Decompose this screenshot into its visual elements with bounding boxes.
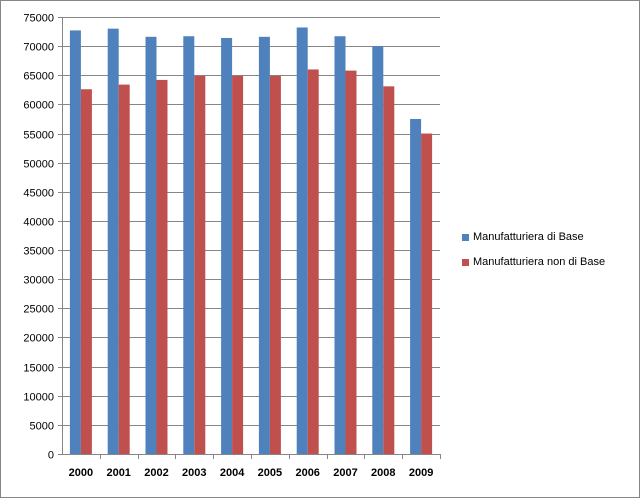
x-tick-label: 2003 [182,467,206,479]
y-tick-label: 65000 [23,71,54,83]
y-tick-label: 40000 [23,217,54,229]
x-tick-label: 2005 [258,467,282,479]
legend-item-series-1: Manufatturiera di Base [462,230,605,244]
bar-1-2007 [334,36,346,455]
y-tick-label: 30000 [23,275,54,287]
y-tick-label: 70000 [23,42,54,54]
y-tick-labels: 0 5000 10000 15000 20000 25000 30000 35000 40000… [23,13,54,462]
bar-1-2004 [221,37,233,454]
x-tick-label: 2008 [371,467,395,479]
y-tick-label: 5000 [30,421,54,433]
y-tick-label: 20000 [23,333,54,345]
y-tick-label: 50000 [23,159,54,171]
y-tick-label: 35000 [23,246,54,258]
bar-2-2005 [269,75,281,454]
x-tick-label: 2009 [409,467,433,479]
bar-1-2008 [372,46,384,455]
x-tick-label: 2000 [69,467,93,479]
x-tick-label: 2001 [106,467,130,479]
y-tick-label: 15000 [23,363,54,375]
bar-1-2005 [258,36,270,454]
y-tick-label: 10000 [23,392,54,404]
x-tick-label: 2007 [333,467,357,479]
legend-swatch-series-2 [462,258,469,266]
y-tick-label: 75000 [23,13,54,25]
bar-2-2006 [307,69,319,454]
x-tick-label: 2002 [144,467,168,479]
x-tick-labels: 2000 2001 2002 2003 2004 2005 2006 2007 2008 2009 [69,467,434,479]
y-tick-label: 60000 [23,100,54,112]
bar-1-2009 [410,118,422,454]
bar-2-2008 [383,86,395,454]
bar-1-2002 [145,36,157,454]
bar-2-2009 [421,133,433,455]
bar-2-2002 [156,79,168,454]
bar-2-2003 [194,75,206,454]
bar-2-2004 [232,75,244,454]
legend: Manufatturiera di Base Manufatturiera no… [462,230,605,280]
bars [69,27,433,455]
bar-2-2007 [345,70,357,454]
y-tick-label: 0 [48,450,54,462]
bar-1-2006 [296,27,308,454]
legend-item-series-2: Manufatturiera non di Base [462,255,605,269]
y-tick-label: 45000 [23,188,54,200]
bar-1-2003 [183,36,195,455]
x-tick-label: 2006 [295,467,319,479]
axes [58,17,441,459]
bar-2-2001 [118,84,130,455]
y-tick-label: 25000 [23,304,54,316]
bar-1-2001 [107,28,119,455]
bar-1-2000 [69,30,81,454]
x-tick-label: 2004 [220,467,245,479]
legend-swatch-series-1 [462,233,469,241]
y-tick-label: 55000 [23,130,54,142]
bar-2-2000 [80,89,92,454]
legend-label-series-1: Manufatturiera di Base [473,231,584,243]
legend-label-series-2: Manufatturiera non di Base [473,256,606,268]
